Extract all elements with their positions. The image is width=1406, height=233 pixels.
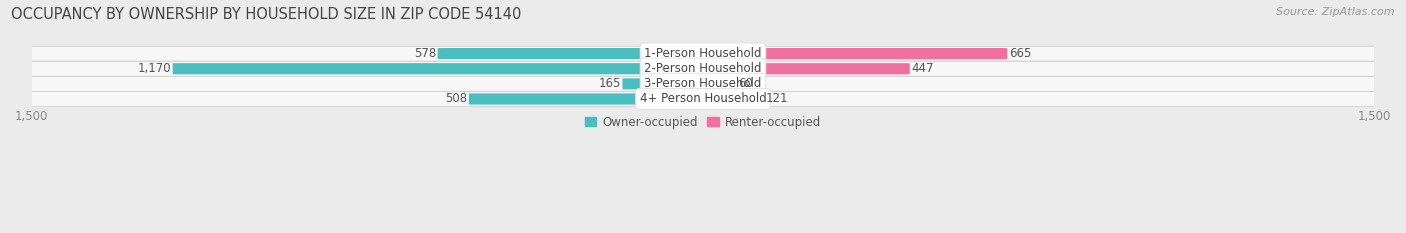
FancyBboxPatch shape: [4, 61, 1402, 76]
Legend: Owner-occupied, Renter-occupied: Owner-occupied, Renter-occupied: [579, 111, 827, 134]
FancyBboxPatch shape: [696, 48, 1007, 59]
FancyBboxPatch shape: [696, 63, 910, 74]
FancyBboxPatch shape: [696, 78, 737, 89]
FancyBboxPatch shape: [437, 48, 710, 59]
FancyBboxPatch shape: [696, 93, 763, 105]
Text: 121: 121: [765, 93, 787, 106]
Text: 60: 60: [738, 77, 752, 90]
Text: 1,170: 1,170: [138, 62, 172, 75]
Text: 165: 165: [599, 77, 621, 90]
Text: 2-Person Household: 2-Person Household: [644, 62, 762, 75]
FancyBboxPatch shape: [470, 93, 710, 105]
Text: 1-Person Household: 1-Person Household: [644, 47, 762, 60]
FancyBboxPatch shape: [4, 46, 1402, 61]
Text: 3-Person Household: 3-Person Household: [644, 77, 762, 90]
Text: OCCUPANCY BY OWNERSHIP BY HOUSEHOLD SIZE IN ZIP CODE 54140: OCCUPANCY BY OWNERSHIP BY HOUSEHOLD SIZE…: [11, 7, 522, 22]
Text: 665: 665: [1008, 47, 1031, 60]
Text: Source: ZipAtlas.com: Source: ZipAtlas.com: [1277, 7, 1395, 17]
FancyBboxPatch shape: [623, 78, 710, 89]
Text: 578: 578: [413, 47, 436, 60]
Text: 508: 508: [446, 93, 468, 106]
Text: 447: 447: [911, 62, 934, 75]
FancyBboxPatch shape: [4, 76, 1402, 91]
FancyBboxPatch shape: [4, 92, 1402, 106]
Text: 4+ Person Household: 4+ Person Household: [640, 93, 766, 106]
FancyBboxPatch shape: [173, 63, 710, 74]
